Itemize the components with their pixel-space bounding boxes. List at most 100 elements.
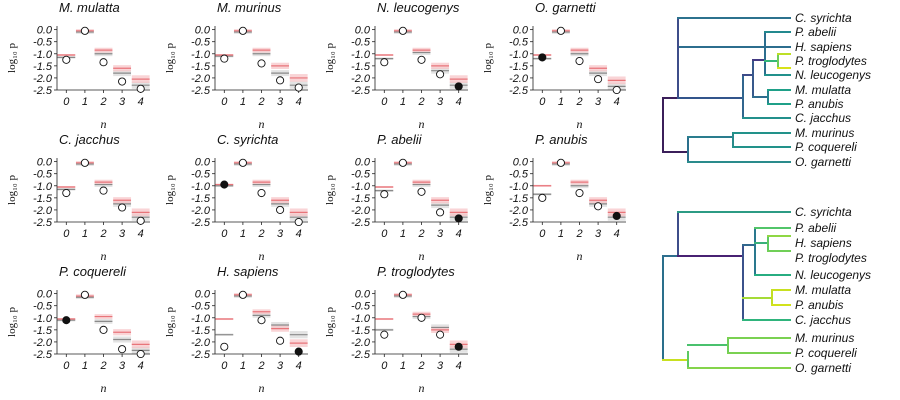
data-point-filled	[220, 180, 229, 189]
y-tick-label: -2.5	[509, 217, 529, 229]
y-tick-label: -1.5	[33, 325, 53, 337]
data-point	[238, 26, 247, 35]
data-point-filled	[454, 342, 463, 351]
y-tick-label: -1.5	[509, 193, 529, 205]
x-tick-label: 1	[400, 96, 406, 108]
y-tick-label: -2.5	[33, 217, 53, 229]
x-tick-label: 1	[82, 228, 88, 240]
data-point	[118, 77, 127, 86]
y-tick-label: -0.5	[33, 37, 53, 49]
panel: C. syrichta 0.0-0.5-1.0-1.5-2.0-2.5 0 1 2 3 4 n…	[164, 132, 308, 263]
data-point	[276, 336, 285, 345]
x-tick-label: 0	[221, 360, 228, 372]
y-tick-label: -2.5	[33, 349, 53, 361]
x-axis-label: n	[101, 381, 107, 395]
x-tick-label: 4	[138, 360, 144, 372]
panel-title: M. mulatta	[59, 0, 120, 15]
data-point	[398, 290, 407, 299]
y-tick-label: -2.5	[191, 85, 211, 97]
x-tick-label: 3	[595, 96, 602, 108]
y-tick-label: 0.0	[355, 157, 371, 169]
data-point	[257, 59, 266, 68]
x-axis-label: n	[419, 381, 425, 395]
tree-leaf-label: M. murinus	[795, 126, 854, 140]
data-point	[380, 58, 389, 67]
y-axis-label: log₁₀ p	[324, 43, 336, 73]
y-axis-label: log₁₀ p	[6, 307, 18, 337]
panel: C. jacchus 0.0-0.5-1.0-1.5-2.0-2.5 0 1 2 3 4 n l…	[6, 132, 150, 263]
x-axis-label: n	[577, 117, 583, 131]
x-tick-label: 0	[539, 228, 546, 240]
x-tick-label: 1	[558, 96, 564, 108]
x-tick-label: 2	[99, 228, 106, 240]
x-axis-label: n	[577, 249, 583, 263]
data-point-filled	[454, 214, 463, 223]
x-tick-label: 3	[277, 228, 284, 240]
y-tick-label: 0.0	[37, 289, 53, 301]
y-tick-label: -0.5	[191, 169, 211, 181]
x-tick-label: 4	[614, 96, 620, 108]
data-point	[436, 70, 445, 79]
x-tick-label: 1	[240, 228, 246, 240]
y-tick-label: -1.0	[33, 49, 53, 61]
panel: M. murinus 0.0-0.5-1.0-1.5-2.0-2.5 0 1 2 3 4 n l…	[164, 0, 308, 131]
data-point	[118, 203, 127, 212]
y-tick-label: -2.5	[191, 349, 211, 361]
x-axis-label: n	[101, 117, 107, 131]
x-tick-label: 0	[63, 360, 70, 372]
tree-leaf-label: M. murinus	[795, 331, 854, 345]
y-tick-label: -1.0	[351, 49, 371, 61]
panel: N. leucogenys 0.0-0.5-1.0-1.5-2.0-2.5 0 1 2 3…	[324, 0, 468, 131]
y-tick-label: -2.0	[191, 205, 211, 217]
y-axis-label: log₁₀ p	[324, 307, 336, 337]
y-tick-label: -1.0	[509, 49, 529, 61]
data-point	[136, 84, 145, 93]
x-tick-label: 4	[614, 228, 620, 240]
tree-leaf-label: H. sapiens	[795, 236, 852, 250]
data-point	[294, 217, 303, 227]
x-axis-label: n	[419, 117, 425, 131]
y-tick-label: -2.0	[33, 337, 53, 349]
data-point	[80, 158, 89, 167]
tree-leaf-label: C. jacchus	[795, 313, 851, 327]
x-tick-label: 4	[296, 360, 302, 372]
tree-branches	[662, 17, 791, 163]
data-point-filled	[294, 347, 303, 356]
x-tick-label: 1	[240, 360, 246, 372]
x-axis-label: n	[259, 381, 265, 395]
data-point	[556, 158, 565, 167]
y-axis-label: log₁₀ p	[164, 175, 176, 205]
y-tick-label: -0.5	[509, 37, 529, 49]
tree-leaf-label: O. garnetti	[795, 361, 851, 375]
y-tick-label: -0.5	[509, 169, 529, 181]
y-tick-label: -2.0	[351, 205, 371, 217]
x-tick-label: 0	[381, 360, 388, 372]
y-tick-label: -0.5	[33, 301, 53, 313]
x-tick-label: 4	[296, 96, 302, 108]
tree-leaf-label: M. mulatta	[795, 283, 851, 297]
data-point	[276, 205, 285, 214]
y-tick-label: -0.5	[33, 169, 53, 181]
data-point	[417, 187, 426, 196]
data-point	[62, 55, 71, 64]
y-tick-label: -2.0	[509, 73, 529, 85]
y-axis-label: log₁₀ p	[164, 43, 176, 73]
x-tick-label: 2	[99, 360, 106, 372]
tree-leaf-label: C. syrichta	[795, 205, 852, 219]
x-tick-label: 0	[221, 228, 228, 240]
data-point	[594, 75, 603, 84]
data-point	[380, 330, 389, 339]
y-tick-label: -2.0	[351, 73, 371, 85]
tree-leaf-label: C. syrichta	[795, 11, 852, 25]
panel: H. sapiens 0.0-0.5-1.0-1.5-2.0-2.5 0 1 2 3 4 n l…	[164, 264, 308, 395]
x-tick-label: 1	[400, 360, 406, 372]
data-point	[99, 325, 108, 334]
data-point-filled	[62, 316, 71, 325]
panel-title: C. jacchus	[59, 132, 120, 147]
y-axis-label: log₁₀ p	[6, 43, 18, 73]
panel-title: H. sapiens	[217, 264, 279, 279]
